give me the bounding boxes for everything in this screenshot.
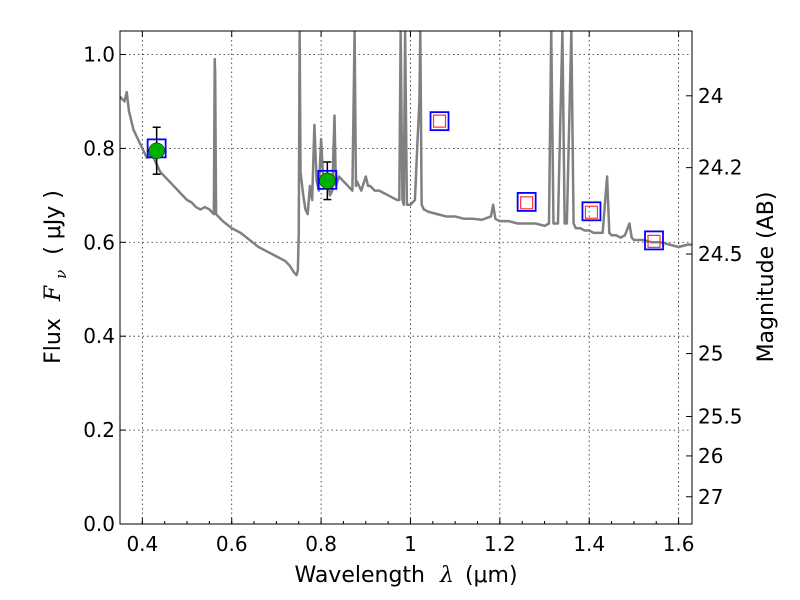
series-layer [120,31,692,277]
model-point-red [584,205,599,219]
y2-tick-label: 24 [698,84,723,108]
y-tick-label: 0.0 [83,512,115,536]
x-axis-label-unit: (μm) [465,563,518,588]
model-point-red [432,114,447,128]
y-tick-label: 0.6 [83,230,115,254]
y2-tick-label: 25 [698,342,723,366]
y-axis-label-subscript: ν [52,270,70,279]
x-tick-label: 0.8 [305,532,337,556]
y2-tick-label: 24.5 [698,242,743,266]
model-point-blue [644,230,664,251]
observed-point [148,142,165,159]
x-tick-label: 1 [404,532,417,556]
x-tick-label: 1.6 [663,532,695,556]
x-axis-label: Wavelength λ (μm) [294,563,517,588]
y-axis-label-symbol: F [41,285,66,302]
y-tick-label: 0.2 [83,418,115,442]
model-point-red [647,234,661,248]
y-axis-label: Flux F ν ( μJy ) [41,190,72,364]
sed-line [120,31,692,277]
y2-tick-label: 25.5 [698,404,743,428]
x-tick-label: 1.4 [573,532,605,556]
y-axis-label-text: Flux [41,318,66,364]
y2-tick-label: 24.2 [698,156,743,180]
observed-point [319,172,336,190]
y-tick-label: 1.0 [83,42,115,66]
y-axis-label-unit: ( μJy ) [41,190,66,255]
y2-axis-label: Magnitude (AB) [754,192,779,363]
y2-tick-label: 26 [698,444,723,468]
y-tick-label: 0.8 [83,136,115,160]
model-point-red [520,196,534,210]
y-tick-label: 0.4 [83,324,115,348]
plot-frame [119,30,693,525]
model-point-blue [581,201,602,222]
y2-tick-label: 27 [698,485,723,509]
x-tick-label: 0.4 [126,532,158,556]
plot-area [120,31,692,277]
model-point-blue [429,111,450,132]
model-point-blue [516,192,537,212]
x-axis-label-symbol: λ [439,563,454,588]
x-tick-label: 1.2 [484,532,516,556]
axes-layer: 0.4 0.6 0.8 1 1.2 1.4 1.6 0.0 0.2 0.4 0.6 0.8 1.0 24 2… [83,31,743,556]
x-tick-label: 0.6 [216,532,248,556]
x-axis-label-text: Wavelength [294,563,425,588]
